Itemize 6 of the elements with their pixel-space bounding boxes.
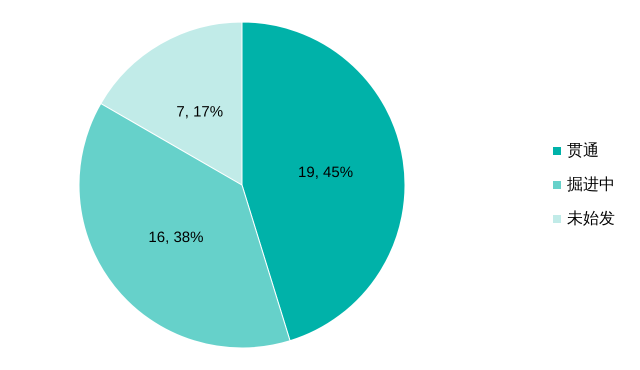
legend-label: 掘进中 bbox=[567, 176, 615, 194]
data-label: 7, 17% bbox=[176, 103, 224, 120]
data-label: 19, 45% bbox=[298, 164, 354, 181]
legend-label: 贯通 bbox=[567, 142, 599, 160]
legend-label: 未始发 bbox=[567, 210, 615, 228]
data-label: 16, 38% bbox=[148, 229, 204, 246]
